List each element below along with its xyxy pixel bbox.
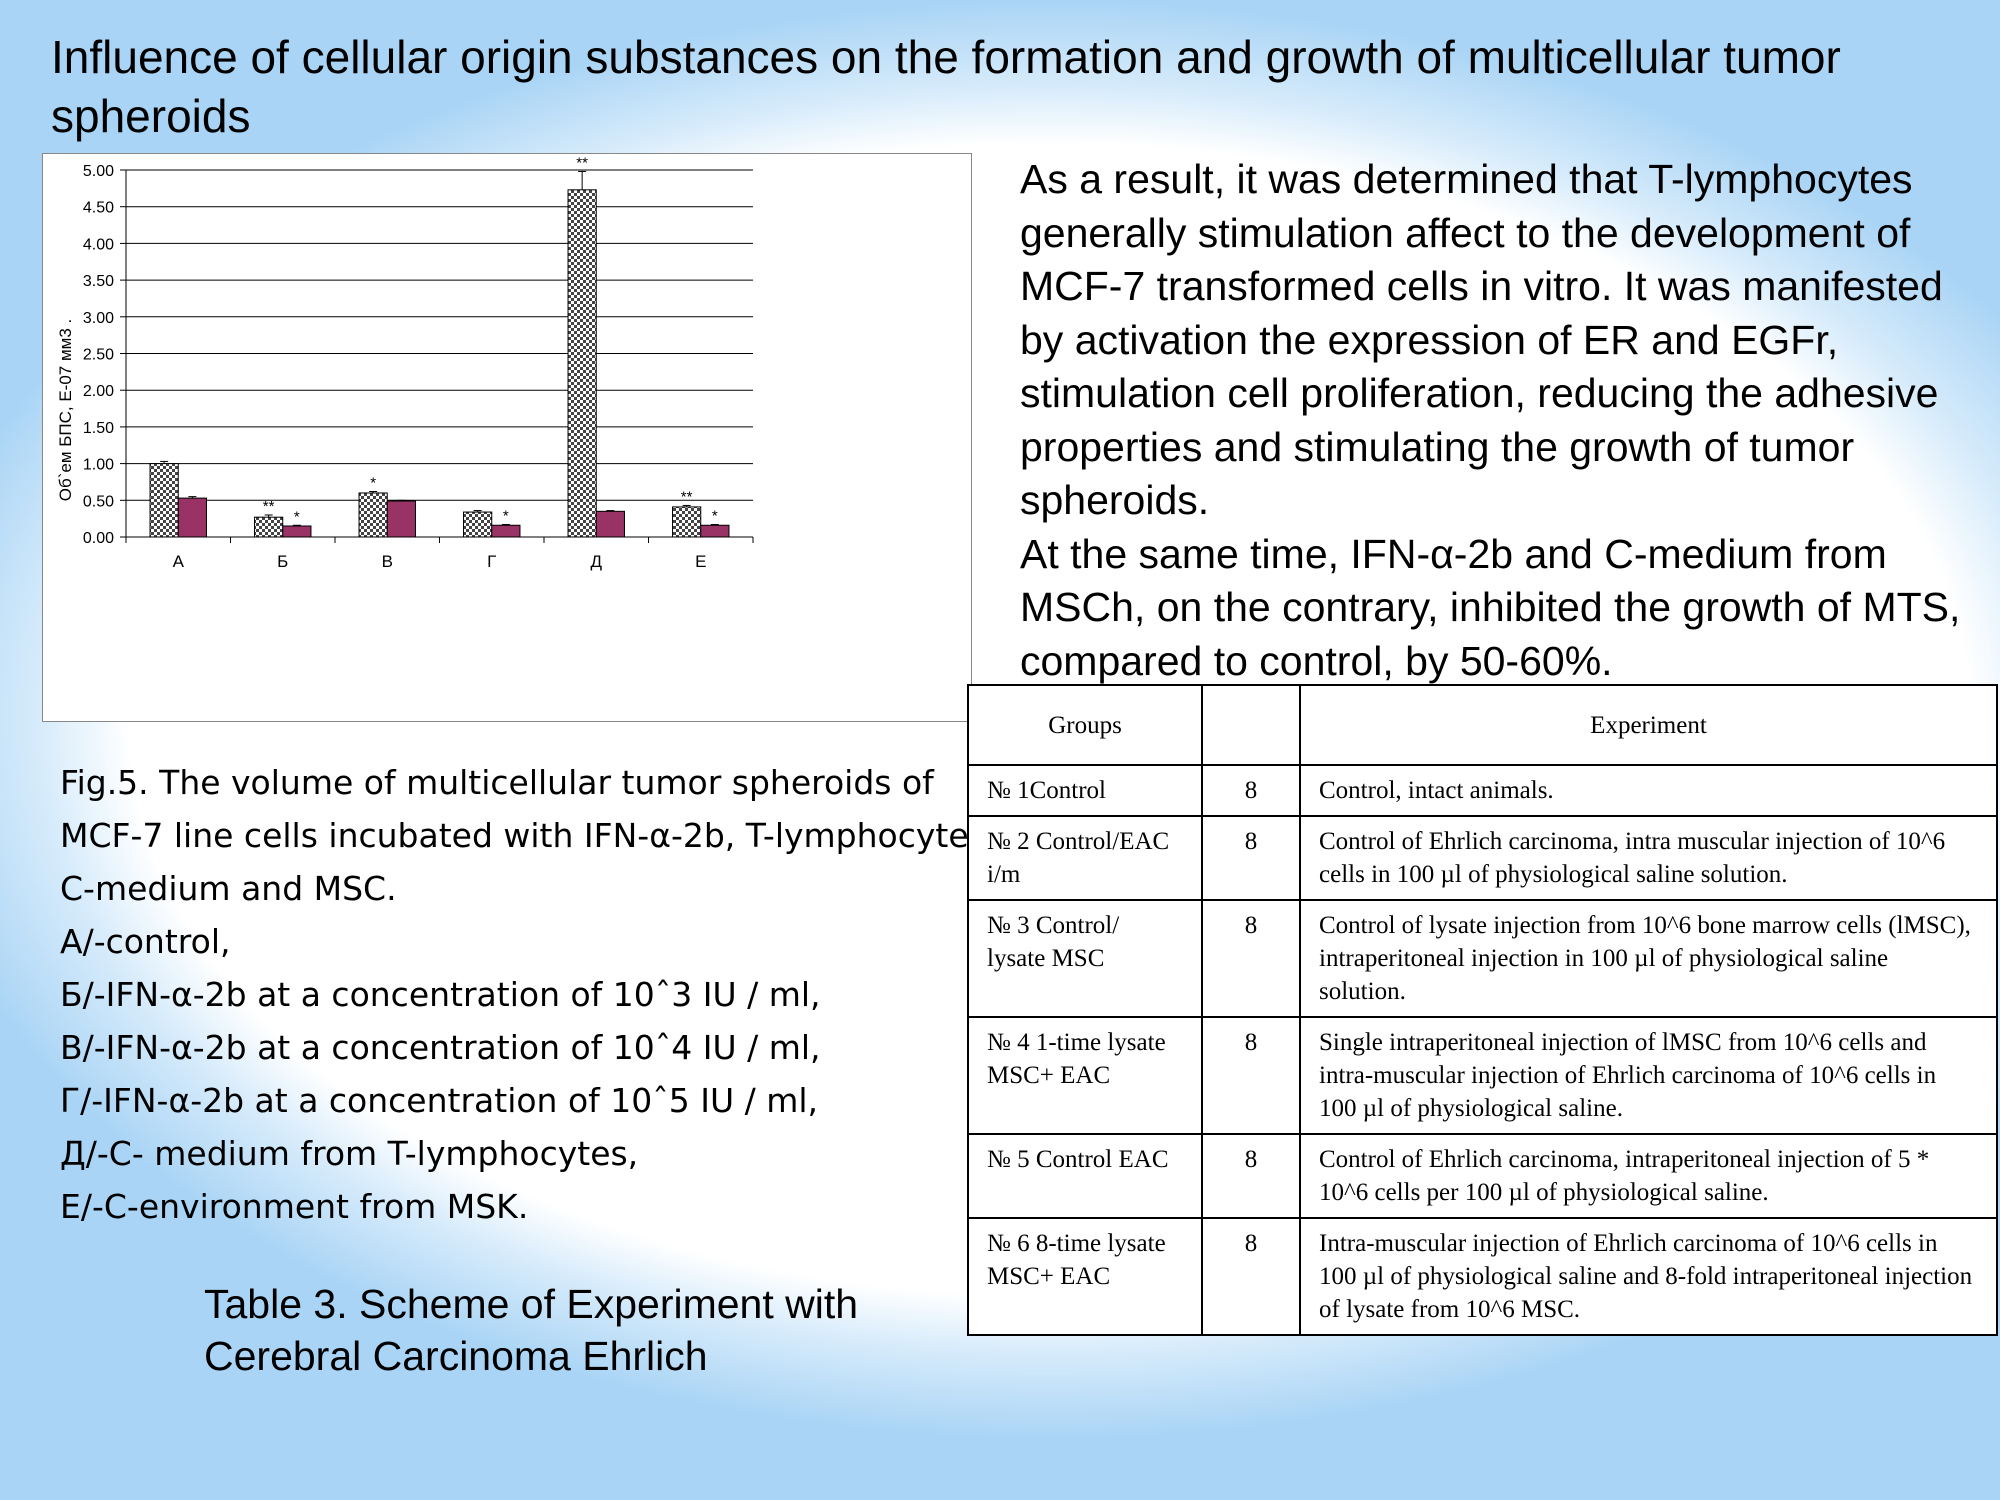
table-row: № 5 Control EAC 8 Control of Ehrlich carci… [967,1133,1998,1219]
y-tick-label: 0.00 [83,530,114,547]
x-tick-label: Д [590,552,602,571]
table-row: № 6 8-time lysate MSC+ EAC 8 Intra-muscula… [967,1217,1998,1336]
caption-line: Б/-IFN-α-2b at a concentration of 10ˆ3 I… [60,975,821,1014]
x-tick-label: Б [277,552,288,571]
table-cell: № 2 Control/EAC i/m [967,815,1203,901]
chart: Об`ем БПС, Е-07 мм3 . 0.00 0.50 1.00 1.50 2.… [56,154,754,571]
bar [491,524,521,538]
y-tick-label: 4.00 [83,236,114,253]
table-cell: Control, intact animals. [1299,764,1998,817]
table-cell: Intra-muscular injection of Ehrlich carc… [1299,1217,1998,1336]
caption-line: Д/-C- medium from T-lymphocytes, [60,1134,639,1173]
bar [595,510,625,538]
table-header-row: Groups Experiment [967,684,1998,766]
y-tick-label: 1.00 [83,457,114,474]
x-tick-label: Е [695,552,706,571]
y-tick-label: 3.50 [83,273,114,290]
y-tick-label: 0.50 [83,493,114,510]
bar [282,525,312,538]
caption-line: Г/-IFN-α-2b at a concentration of 10ˆ5 I… [60,1081,819,1120]
significance-mark: * [712,508,718,525]
bar [358,492,388,538]
bar [149,463,179,538]
table-cell: 8 [1201,764,1301,817]
table-cell: 8 [1201,815,1301,901]
significance-mark: * [370,474,376,491]
x-tick-label: В [382,552,393,571]
bar [177,497,207,538]
caption-line: Fig.5. The volume of multicellular tumor… [60,763,969,908]
y-tick-label: 2.00 [83,383,114,400]
table-cell: 8 [1201,1217,1301,1336]
x-tick-label: А [173,552,185,571]
bar [386,500,416,538]
y-tick-label: 5.00 [83,163,114,180]
caption-line: А/-control, [60,922,231,961]
significance-mark: * [503,508,509,525]
table-cell: 8 [1201,1016,1301,1135]
header-cell [1201,684,1301,766]
bar [672,506,702,538]
table-cell: № 1Control [967,764,1203,817]
table-cell: № 3 Control/ lysate MSC [967,899,1203,1018]
slide-title: Influence of cellular origin substances … [51,31,1841,142]
significance-mark: * [294,508,300,525]
bar [700,524,730,538]
significance-mark: ** [263,498,275,515]
significance-mark: ** [681,488,693,505]
y-tick-label: 3.00 [83,310,114,327]
caption-line: В/-IFN-α-2b at a concentration of 10ˆ4 I… [60,1028,821,1067]
header-cell: Groups [967,684,1203,766]
y-axis-label: Об`ем БПС, Е-07 мм3 . [56,319,75,502]
table-cell: 8 [1201,899,1301,1018]
significance-mark: ** [576,154,588,171]
y-tick-label: 2.50 [83,347,114,364]
header-cell: Experiment [1299,684,1998,766]
table-cell: Control of lysate injection from 10^6 bo… [1299,899,1998,1018]
body-paragraph: As a result, it was determined that T-ly… [1020,156,1943,523]
table-cell: 8 [1201,1133,1301,1219]
chart-frame: Об`ем БПС, Е-07 мм3 . 0.00 0.50 1.00 1.50 2.… [42,153,972,722]
table-cell: Control of Ehrlich carcinoma, intraperit… [1299,1133,1998,1219]
table-row: № 1Control 8 Control, intact animals. [967,764,1998,817]
bar [254,516,284,538]
figure-caption: Fig.5. The volume of multicellular tumor… [60,756,1000,1233]
table-cell: № 4 1-time lysate MSC+ EAC [967,1016,1203,1135]
table-cell: № 6 8-time lysate MSC+ EAC [967,1217,1203,1336]
caption-line: Е/-C-environment from MSK. [60,1187,529,1226]
table-cell: Single intraperitoneal injection of lMSC… [1299,1016,1998,1135]
x-tick-label: Г [487,552,496,571]
bar [567,189,597,538]
table-row: № 2 Control/EAC i/m 8 Control of Ehrlich c… [967,815,1998,901]
table-caption: Table 3. Scheme of Experiment with Cereb… [204,1281,859,1379]
table-cell: № 5 Control EAC [967,1133,1203,1219]
table-row: № 3 Control/ lysate MSC 8 Control of lysat… [967,899,1998,1018]
body-paragraph: At the same time, IFN-α-2b and C-medium … [1020,530,1961,684]
y-tick-label: 4.50 [83,200,114,217]
experiment-table: Groups Experiment № 1Control 8 Control, inta… [967,684,1998,1336]
table-cell: Control of Ehrlich carcinoma, intra musc… [1299,815,1998,901]
body-text: As a result, it was determined that T-ly… [1020,153,1990,688]
y-tick-label: 1.50 [83,420,114,437]
table-row: № 4 1-time lysate MSC+ EAC 8 Single intrap… [967,1016,1998,1135]
bar [463,511,493,538]
